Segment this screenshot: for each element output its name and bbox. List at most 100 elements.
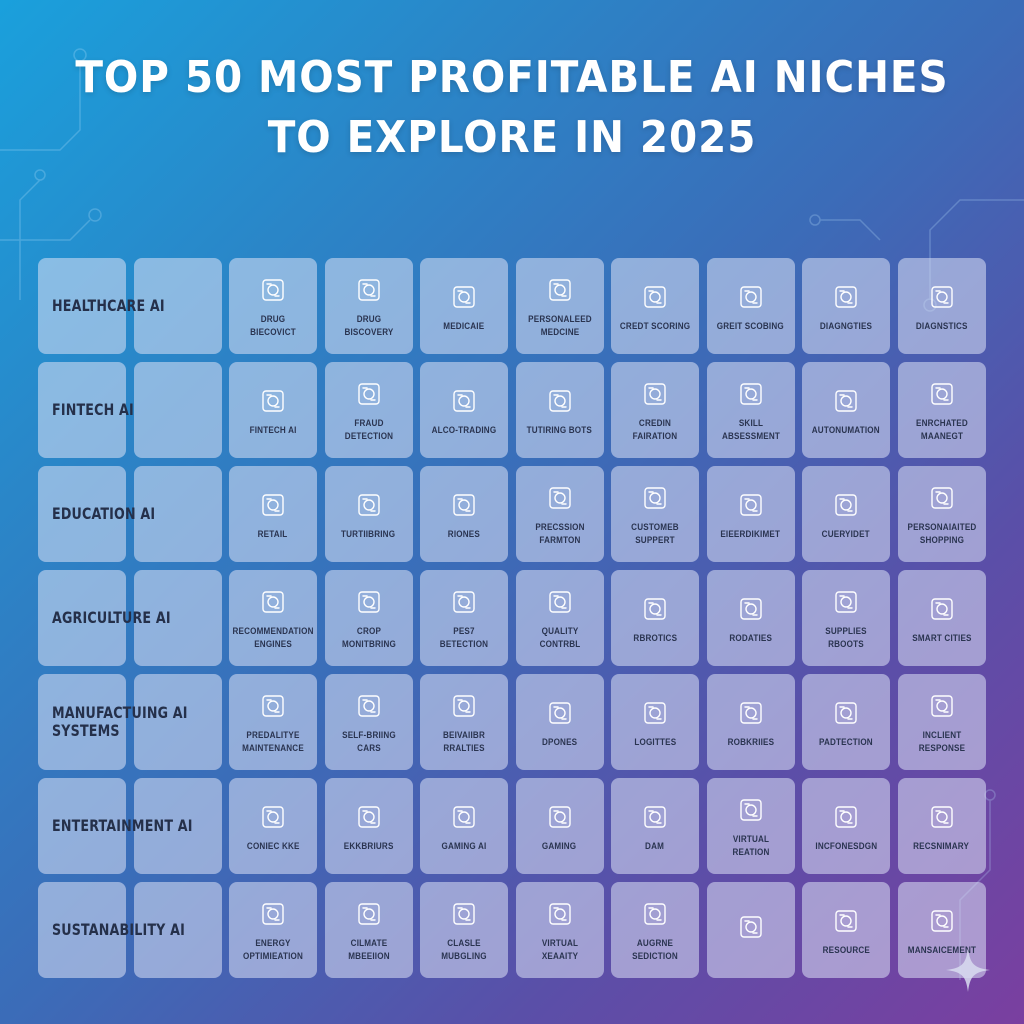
niche-card[interactable]: DAM [611,778,699,874]
niche-card[interactable]: MEDICAIE [420,258,508,354]
app-grid-icon [738,914,764,940]
circle-gear-icon [929,284,955,310]
pen-edit-icon [642,804,668,830]
niche-card[interactable]: RODATIES [706,570,795,666]
niche-card[interactable]: CREDIN FAIRATION [611,362,699,458]
niche-card[interactable]: RETAIL [229,466,317,562]
niche-card[interactable]: DPONES [515,674,604,770]
niche-label: FRAUD DETECTION [344,418,393,441]
niche-card[interactable]: FRAUD DETECTION [324,362,413,458]
niche-card[interactable]: PRECSSION FARMTON [515,466,604,562]
niche-label: PERSONALEED MEDCINE [527,314,592,337]
niche-label: BEIVAIIBR RRALTIES [443,730,485,753]
niche-card[interactable]: VIRTUAL XEAAITY [515,882,604,978]
niche-label: LOGITTES [634,736,676,747]
niche-card[interactable]: PADTECTION [802,674,890,770]
title-line-2: TO EXPLORE IN 2025 [267,112,757,163]
niche-card[interactable]: GAMING AI [420,778,508,874]
niche-card[interactable]: ROBKRIIES [706,674,795,770]
niche-card[interactable]: PERSONAIAITED SHOPPING [897,466,986,562]
niche-card[interactable]: EIEERDIKIMET [706,466,795,562]
eye-network-icon [738,596,764,622]
niche-card[interactable]: CILMATE MBEEIION [324,882,413,978]
niche-card[interactable]: RESOURCE [802,882,890,978]
niche-label: RESOURCE [822,944,870,955]
niche-card[interactable]: DRUG BIECOVICT [229,258,317,354]
niche-label: VIRTUAL REATION [731,834,770,857]
circuit-board-icon [929,381,955,407]
category-label: MANUFACTUING AI SYSTEMS [52,703,188,740]
niche-card[interactable]: DRUG BISCOVERY [324,258,413,354]
niche-card[interactable]: SUPPLIES RBOOTS [802,570,890,666]
category-label: SUSTANABILITY AI [52,920,185,939]
niche-card[interactable]: ENRCHATED MAANEGT [897,362,986,458]
monitor-magnifier-icon [547,589,573,615]
niche-label: CONIEC KKE [246,840,300,851]
niche-card[interactable]: PERSONALEED MEDCINE [515,258,604,354]
hexagon-molecule-icon [356,277,382,303]
niche-card[interactable]: INCLIENT RESPONSE [897,674,986,770]
niche-label: DIAGNGTIES [819,320,873,331]
niche-card[interactable]: ALCO-TRADING [420,362,508,458]
sliders-panel-icon [451,804,477,830]
category-cell: SUSTANABILITY AI [38,882,222,978]
niche-card[interactable]: SKILL ABSESSMENT [706,362,795,458]
devices-icon [260,388,286,414]
niche-card[interactable]: PES7 BETECTION [420,570,508,666]
niche-card[interactable]: TUTIRING BOTS [515,362,604,458]
niche-label: CUSTOMEB SUPPERT [631,522,679,545]
molecule-link-icon [547,277,573,303]
niche-label: DPONES [541,736,578,747]
niche-label: SKILL ABSESSMENT [721,418,780,441]
niche-card[interactable]: ENERGY OPTIMIEATION [229,882,317,978]
niche-card[interactable]: AUTONUMATION [802,362,890,458]
niche-card[interactable]: CUERYIDET [802,466,890,562]
niche-card[interactable] [706,882,795,978]
niche-card[interactable]: INCFONESDGN [802,778,890,874]
niche-card[interactable]: DIAGNSTICS [897,258,986,354]
person-presentation-icon [929,908,955,934]
niche-card[interactable]: GAMING [515,778,604,874]
niche-card[interactable]: LOGITTES [611,674,699,770]
niche-label: ENRCHATED MAANEGT [915,418,968,441]
niche-card[interactable]: SELF-BRIING CARS [324,674,413,770]
niche-card[interactable]: SMART CITIES [897,570,986,666]
niche-label: INCLIENT RESPONSE [918,730,965,753]
niche-label: DIAGNSTICS [915,320,968,331]
monitor-bot-icon [547,388,573,414]
niche-label: CLASLE MUBGLING [441,938,487,961]
briefcase-icon [451,388,477,414]
niche-card[interactable]: RIONES [420,466,508,562]
niche-card[interactable]: EKKBRIURS [324,778,413,874]
niche-label: CROP MONITBRING [341,626,396,649]
network-nodes-icon [929,596,955,622]
gear-chip-icon [738,797,764,823]
niche-card[interactable]: CREDT SCORING [611,258,699,354]
niche-card[interactable]: RECSNIMARY [897,778,986,874]
niche-card[interactable]: BEIVAIIBR RRALTIES [420,674,508,770]
niche-card[interactable]: GREIT SCOBING [706,258,795,354]
niche-card[interactable]: RECOMMENDATION ENGINES [229,570,317,666]
niche-card[interactable]: VIRTUAL REATION [706,778,795,874]
niche-label: ENERGY OPTIMIEATION [242,938,304,961]
niche-label: RBROTICS [633,632,677,643]
podium-icon [451,492,477,518]
niche-card[interactable]: DIAGNGTIES [802,258,890,354]
framed-detective-icon [356,381,382,407]
folder-location-icon [451,589,477,615]
niche-card[interactable]: RBROTICS [611,570,699,666]
dashboard-panel-icon [356,804,382,830]
category-card-right [133,362,222,458]
niche-card[interactable]: CROP MONITBRING [324,570,413,666]
niche-card[interactable]: AUGRNE SEDICTION [611,882,699,978]
niche-card[interactable]: CLASLE MUBGLING [420,882,508,978]
niche-label: RIONES [447,528,481,539]
niche-card[interactable]: TURTIIBRING [324,466,413,562]
category-cell: AGRICULTURE AI [38,570,222,666]
niche-card[interactable]: FINTECH AI [229,362,317,458]
niche-card[interactable]: CUSTOMEB SUPPERT [611,466,699,562]
niche-card[interactable]: CONIEC KKE [229,778,317,874]
niche-card[interactable]: QUALITY CONTRBL [515,570,604,666]
niche-card[interactable]: PREDALITYE MAINTENANCE [229,674,317,770]
monitor-globe-icon [833,492,859,518]
